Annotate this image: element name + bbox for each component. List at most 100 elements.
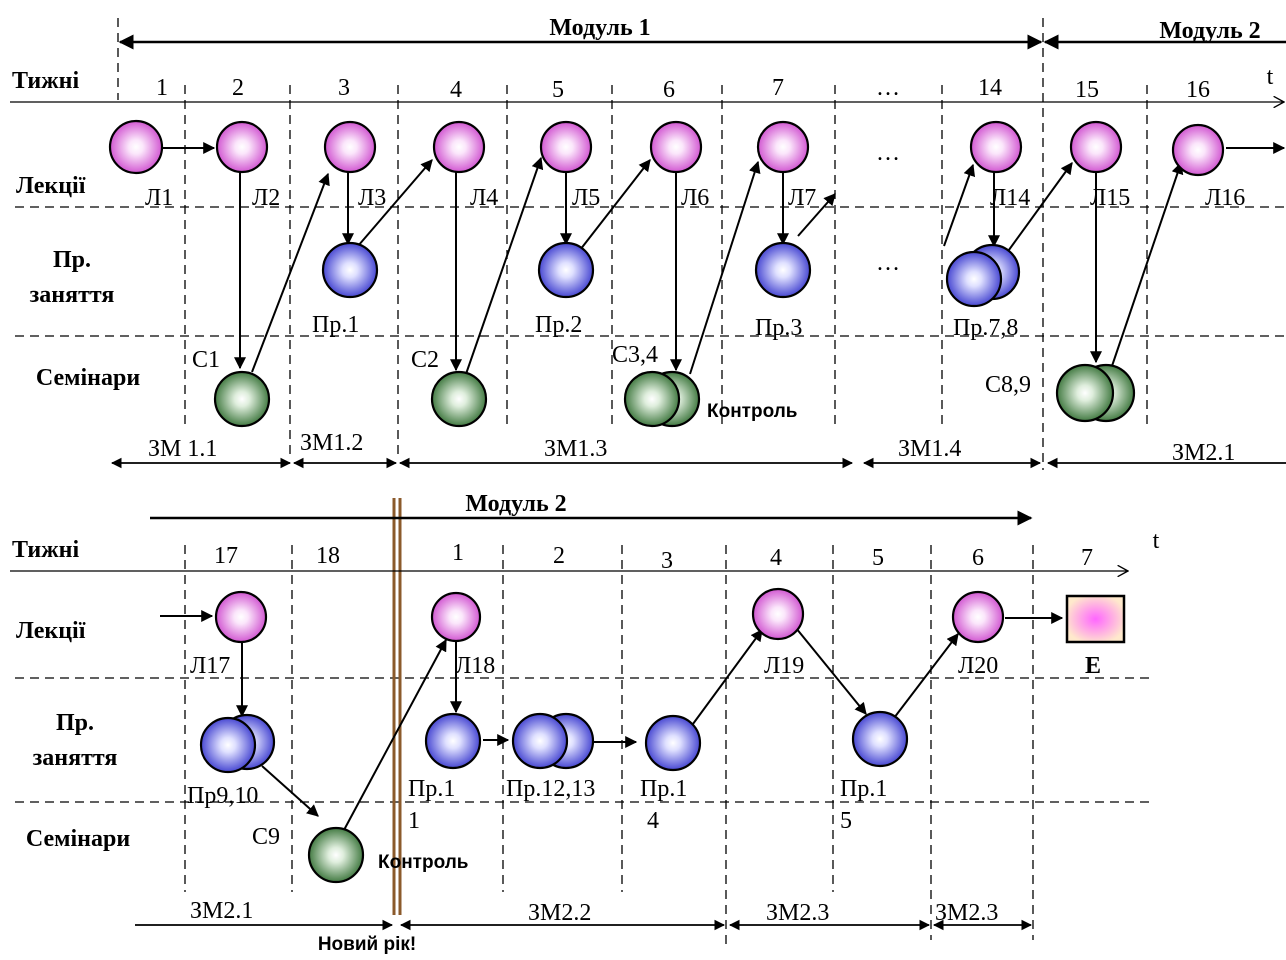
lecture-label: Л6 (681, 185, 709, 211)
practice-nodes-bottom (199, 710, 909, 774)
lecture-node (430, 591, 482, 643)
lecture-node (1069, 120, 1123, 174)
practice-label: Пр.12,13 (506, 776, 595, 802)
lecture-node (969, 120, 1023, 174)
seminar-label: С1 (192, 347, 220, 373)
practice-node (424, 712, 482, 770)
time-axis-label-bottom: t (1153, 528, 1160, 554)
control-label-bottom: Контроль (378, 852, 468, 873)
practice-node (321, 241, 379, 299)
lecture-label: Л4 (470, 185, 498, 211)
week-number: 4 (450, 77, 462, 103)
practice-row-label-2: заняття (30, 282, 115, 308)
week-numbers-top: 1 2 3 4 5 6 7 … 14 15 16 (156, 75, 1210, 103)
lecture-labels-top: Л1 Л2 Л3 Л4 Л5 Л6 Л7 Л14 Л15 Л16 (145, 185, 1245, 211)
week-number: 15 (1075, 77, 1099, 103)
seminar-label: С8,9 (985, 372, 1031, 398)
lecture-label: Л3 (358, 185, 386, 211)
week-number: 7 (772, 75, 784, 101)
practice-label: Пр.7,8 (953, 315, 1018, 341)
week-number: 5 (552, 77, 564, 103)
submodule-label: ЗМ1.4 (898, 436, 961, 462)
practice-node (754, 241, 812, 299)
flow-arrows-bottom (160, 610, 1064, 831)
week-number: 1 (452, 540, 464, 566)
submodule-label: ЗМ2.1 (190, 898, 253, 924)
seminar-nodes-top (213, 363, 1136, 428)
practice-sublabel: 5 (840, 808, 852, 834)
submodule-label: ЗМ1.3 (544, 436, 607, 462)
lectures-row-label-bottom: Лекції (16, 618, 86, 644)
lecture-labels-bottom: Л17 Л18 Л19 Л20 (190, 653, 998, 679)
module2-title-bottom: Модуль 2 (465, 491, 566, 517)
practice-label: Пр.1 (840, 776, 887, 802)
lecture-node (432, 120, 486, 174)
practice-label: Пр.2 (535, 312, 582, 338)
seminar-node (430, 370, 488, 428)
lecture-node (756, 120, 810, 174)
lecture-label: Л2 (252, 185, 280, 211)
practice-label: Пр.3 (755, 315, 802, 341)
lecture-node (1171, 123, 1225, 177)
week-number: 17 (214, 543, 238, 569)
submodule-label: ЗМ1.2 (300, 430, 363, 456)
weeks-row-label: Тижні (12, 68, 79, 94)
week-number: 3 (661, 548, 673, 574)
seminar-node (307, 826, 365, 884)
practice-labels-top: Пр.1 Пр.2 Пр.3 Пр.7,8 (312, 312, 1018, 341)
practice-label: Пр.1 (312, 312, 359, 338)
week-number: 5 (872, 545, 884, 571)
week-number: 14 (978, 75, 1002, 101)
week-numbers-bottom: 17 18 1 2 3 4 5 6 7 (214, 540, 1093, 574)
week-number: … (876, 75, 900, 101)
seminars-row-label-bottom: Семінари (26, 826, 130, 852)
practice-sublabels-bottom: 1 4 5 (408, 808, 852, 834)
lecture-label: Л14 (990, 185, 1030, 211)
lecture-node (751, 587, 805, 641)
bottom-grid (15, 545, 1150, 945)
lecture-label: Л15 (1090, 185, 1130, 211)
lecture-label: Л18 (455, 653, 495, 679)
practice-node (511, 712, 569, 770)
submodule-label: ЗМ2.1 (1172, 440, 1235, 466)
week-number: 6 (663, 77, 675, 103)
practice-row-label-bottom-2: заняття (33, 745, 118, 771)
practice-sublabel: 1 (408, 808, 420, 834)
practice-label: Пр9,10 (187, 783, 258, 809)
lectures-row-label: Лекції (16, 173, 86, 199)
flow-arrows-top (162, 142, 1286, 375)
practice-node (199, 716, 257, 774)
control-label-top: Контроль (707, 401, 797, 422)
module2-title: Модуль 2 (1159, 18, 1260, 44)
seminar-label: С9 (252, 824, 280, 850)
seminar-node (213, 370, 271, 428)
lecture-label: Л7 (788, 185, 816, 211)
top-grid (15, 18, 1286, 470)
week-number: 2 (553, 543, 565, 569)
lecture-node (214, 590, 268, 644)
practice-row-label-1: Пр. (53, 247, 91, 273)
practice-node (851, 710, 909, 768)
submodule-label: ЗМ2.3 (935, 900, 998, 926)
lecture-node (108, 119, 164, 175)
exam-node (1065, 594, 1126, 644)
practice-label: Пр.1 (640, 776, 687, 802)
lecture-label: Л16 (1205, 185, 1245, 211)
lecture-label: Л1 (145, 185, 173, 211)
exam-label: Е (1085, 653, 1101, 679)
new-year-label: Новий рік! (318, 934, 416, 955)
submodule-label: ЗМ 1.1 (148, 436, 217, 462)
new-year-divider (392, 498, 402, 915)
module1-title: Модуль 1 (549, 15, 650, 41)
practice-node (644, 714, 702, 772)
week-number: 2 (232, 75, 244, 101)
lecture-label: Л5 (572, 185, 600, 211)
practice-label: Пр.1 (408, 776, 455, 802)
seminar-label: С2 (411, 347, 439, 373)
lecture-node (539, 120, 593, 174)
lecture-label: Л19 (764, 653, 804, 679)
weeks-row-label-bottom: Тижні (12, 537, 79, 563)
seminar-node (623, 370, 681, 428)
practice-nodes-top (321, 241, 1021, 308)
